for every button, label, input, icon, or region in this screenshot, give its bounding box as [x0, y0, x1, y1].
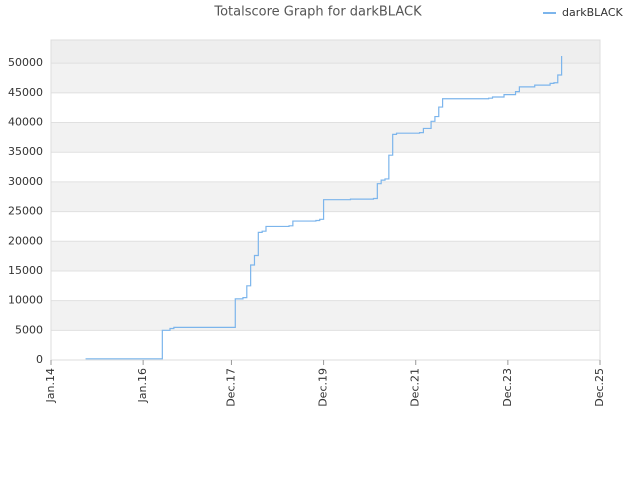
y-tick-label: 25000 — [8, 205, 43, 218]
series-line — [85, 56, 563, 360]
plot-band — [51, 152, 600, 182]
y-tick-label: 40000 — [8, 116, 43, 129]
x-tick-label: Jan.16 — [136, 368, 149, 403]
plot-band — [51, 122, 600, 153]
y-tick-label: 10000 — [8, 294, 43, 307]
y-tick-label: 20000 — [8, 234, 43, 247]
plot-band — [51, 211, 600, 242]
y-tick-label: 35000 — [8, 145, 43, 158]
y-tick-label: 5000 — [15, 323, 43, 336]
plot-band — [51, 330, 600, 360]
plot-band — [51, 270, 600, 301]
y-tick-label: 15000 — [8, 264, 43, 277]
y-tick-label: 45000 — [8, 86, 43, 99]
plot-band — [51, 181, 600, 212]
plot-band — [51, 63, 600, 93]
x-tick-label: Dec.19 — [317, 368, 330, 407]
x-tick-label: Dec.25 — [593, 368, 606, 407]
y-tick-label: 30000 — [8, 175, 43, 188]
plot-band — [51, 241, 600, 271]
plot-band — [51, 92, 600, 123]
x-tick-label: Jan.14 — [44, 368, 57, 403]
y-tick-label: 0 — [36, 353, 43, 366]
plot-border — [50, 39, 601, 361]
plot-background — [51, 40, 600, 360]
plot-band — [51, 300, 600, 331]
legend-label: darkBLACK — [562, 6, 624, 19]
legend: darkBLACK — [543, 6, 624, 19]
y-tick-label: 50000 — [8, 56, 43, 69]
x-tick-label: Dec.21 — [409, 368, 422, 407]
x-tick-label: Dec.17 — [224, 368, 237, 407]
plot-band — [51, 40, 600, 64]
chart-title: Totalscore Graph for darkBLACK — [213, 5, 422, 20]
x-tick-label: Dec.23 — [501, 368, 514, 407]
